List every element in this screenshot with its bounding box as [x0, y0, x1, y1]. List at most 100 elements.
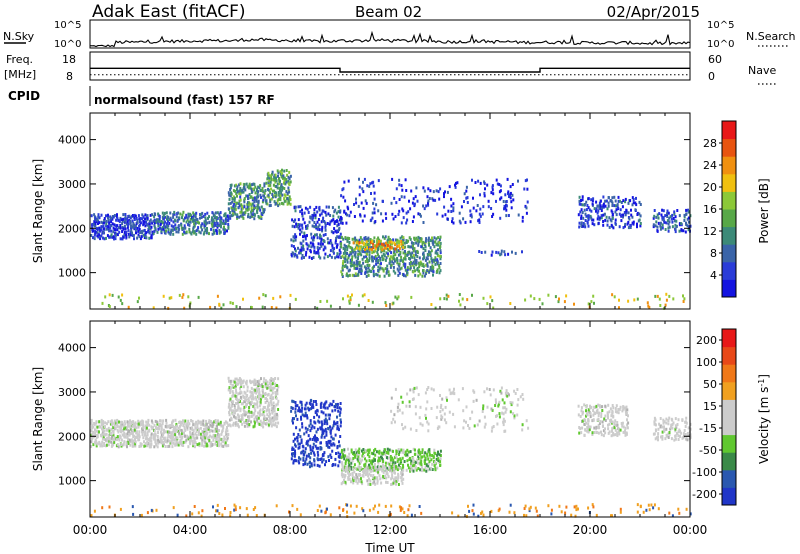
data-cell — [290, 244, 293, 248]
data-cell — [477, 219, 480, 223]
data-cell — [344, 480, 347, 484]
data-cell — [580, 224, 583, 227]
data-cell — [183, 226, 186, 230]
data-cell — [655, 436, 658, 440]
data-cell — [672, 217, 675, 220]
data-cell — [220, 216, 223, 220]
data-cell — [162, 221, 164, 225]
data-cell — [602, 223, 605, 227]
data-cell — [473, 424, 476, 428]
data-cell — [407, 463, 409, 467]
data-cell — [289, 202, 292, 206]
data-cell — [335, 403, 337, 407]
data-cell — [338, 455, 341, 459]
data-cell — [422, 269, 425, 272]
data-cell — [197, 427, 200, 431]
data-cell — [426, 253, 429, 256]
data-cell — [358, 468, 361, 471]
data-cell — [521, 215, 524, 219]
data-cell — [116, 213, 118, 217]
data-cell — [244, 421, 247, 424]
data-cell — [395, 187, 398, 191]
data-cell — [243, 183, 246, 187]
data-cell — [396, 405, 399, 409]
data-cell — [402, 236, 405, 240]
data-cell — [423, 189, 426, 193]
data-cell — [319, 242, 322, 246]
data-cell — [621, 213, 623, 217]
data-cell — [252, 213, 255, 217]
data-cell — [402, 241, 405, 245]
data-cell — [271, 391, 274, 395]
data-cell — [95, 444, 98, 448]
data-cell — [577, 404, 580, 408]
data-cell — [166, 224, 169, 227]
data-cell — [346, 458, 349, 462]
data-cell — [107, 443, 110, 447]
data-cell — [153, 423, 156, 427]
data-cell — [292, 245, 295, 248]
data-cell — [179, 435, 182, 439]
data-cell — [226, 429, 229, 433]
data-cell — [358, 264, 361, 268]
data-cell — [652, 225, 655, 229]
data-cell — [304, 237, 307, 241]
data-cell — [179, 423, 182, 427]
data-cell — [683, 219, 686, 222]
data-cell — [328, 404, 331, 408]
data-cell — [355, 479, 358, 483]
data-cell — [346, 245, 349, 249]
data-cell — [113, 223, 116, 227]
data-cell — [322, 458, 325, 462]
data-cell — [368, 243, 371, 247]
data-cell — [372, 259, 374, 263]
data-cell — [125, 440, 128, 444]
data-cell — [253, 182, 256, 186]
data-cell — [258, 404, 261, 408]
data-cell — [193, 222, 196, 226]
data-cell — [445, 396, 448, 400]
data-cell — [230, 409, 233, 413]
data-cell — [102, 231, 105, 235]
data-cell — [108, 429, 111, 433]
data-cell — [125, 235, 128, 239]
data-cell — [124, 435, 127, 439]
data-cell — [368, 247, 371, 251]
data-cell — [438, 271, 441, 275]
data-cell — [354, 455, 357, 459]
data-cell — [327, 426, 330, 430]
data-cell — [251, 391, 254, 395]
data-cell — [301, 226, 304, 230]
data-cell — [372, 272, 375, 276]
data-cell — [281, 186, 284, 189]
data-cell — [591, 202, 594, 206]
data-cell — [422, 251, 425, 255]
data-cell — [612, 431, 615, 435]
data-cell — [343, 465, 346, 469]
data-cell — [393, 467, 396, 471]
data-cell — [503, 250, 506, 254]
data-cell — [347, 461, 350, 465]
data-cell — [274, 382, 277, 386]
data-cell — [578, 221, 581, 225]
data-cell — [270, 176, 273, 179]
data-cell — [601, 405, 604, 409]
velocity-data-cells — [90, 376, 692, 518]
data-cell — [156, 218, 158, 222]
data-cell — [269, 384, 272, 388]
data-cell — [382, 268, 385, 272]
data-cell — [420, 239, 423, 243]
data-cell — [504, 410, 507, 414]
data-cell — [612, 406, 615, 410]
data-cell — [188, 440, 191, 444]
data-cell — [220, 224, 222, 228]
data-cell — [109, 226, 112, 230]
data-cell — [242, 394, 245, 398]
data-cell — [113, 440, 116, 444]
data-cell — [307, 434, 310, 438]
data-cell — [105, 236, 107, 240]
data-cell — [513, 416, 516, 420]
nave-right-tick-high: 60 — [708, 53, 722, 66]
data-cell — [240, 207, 243, 211]
data-cell — [381, 254, 384, 258]
